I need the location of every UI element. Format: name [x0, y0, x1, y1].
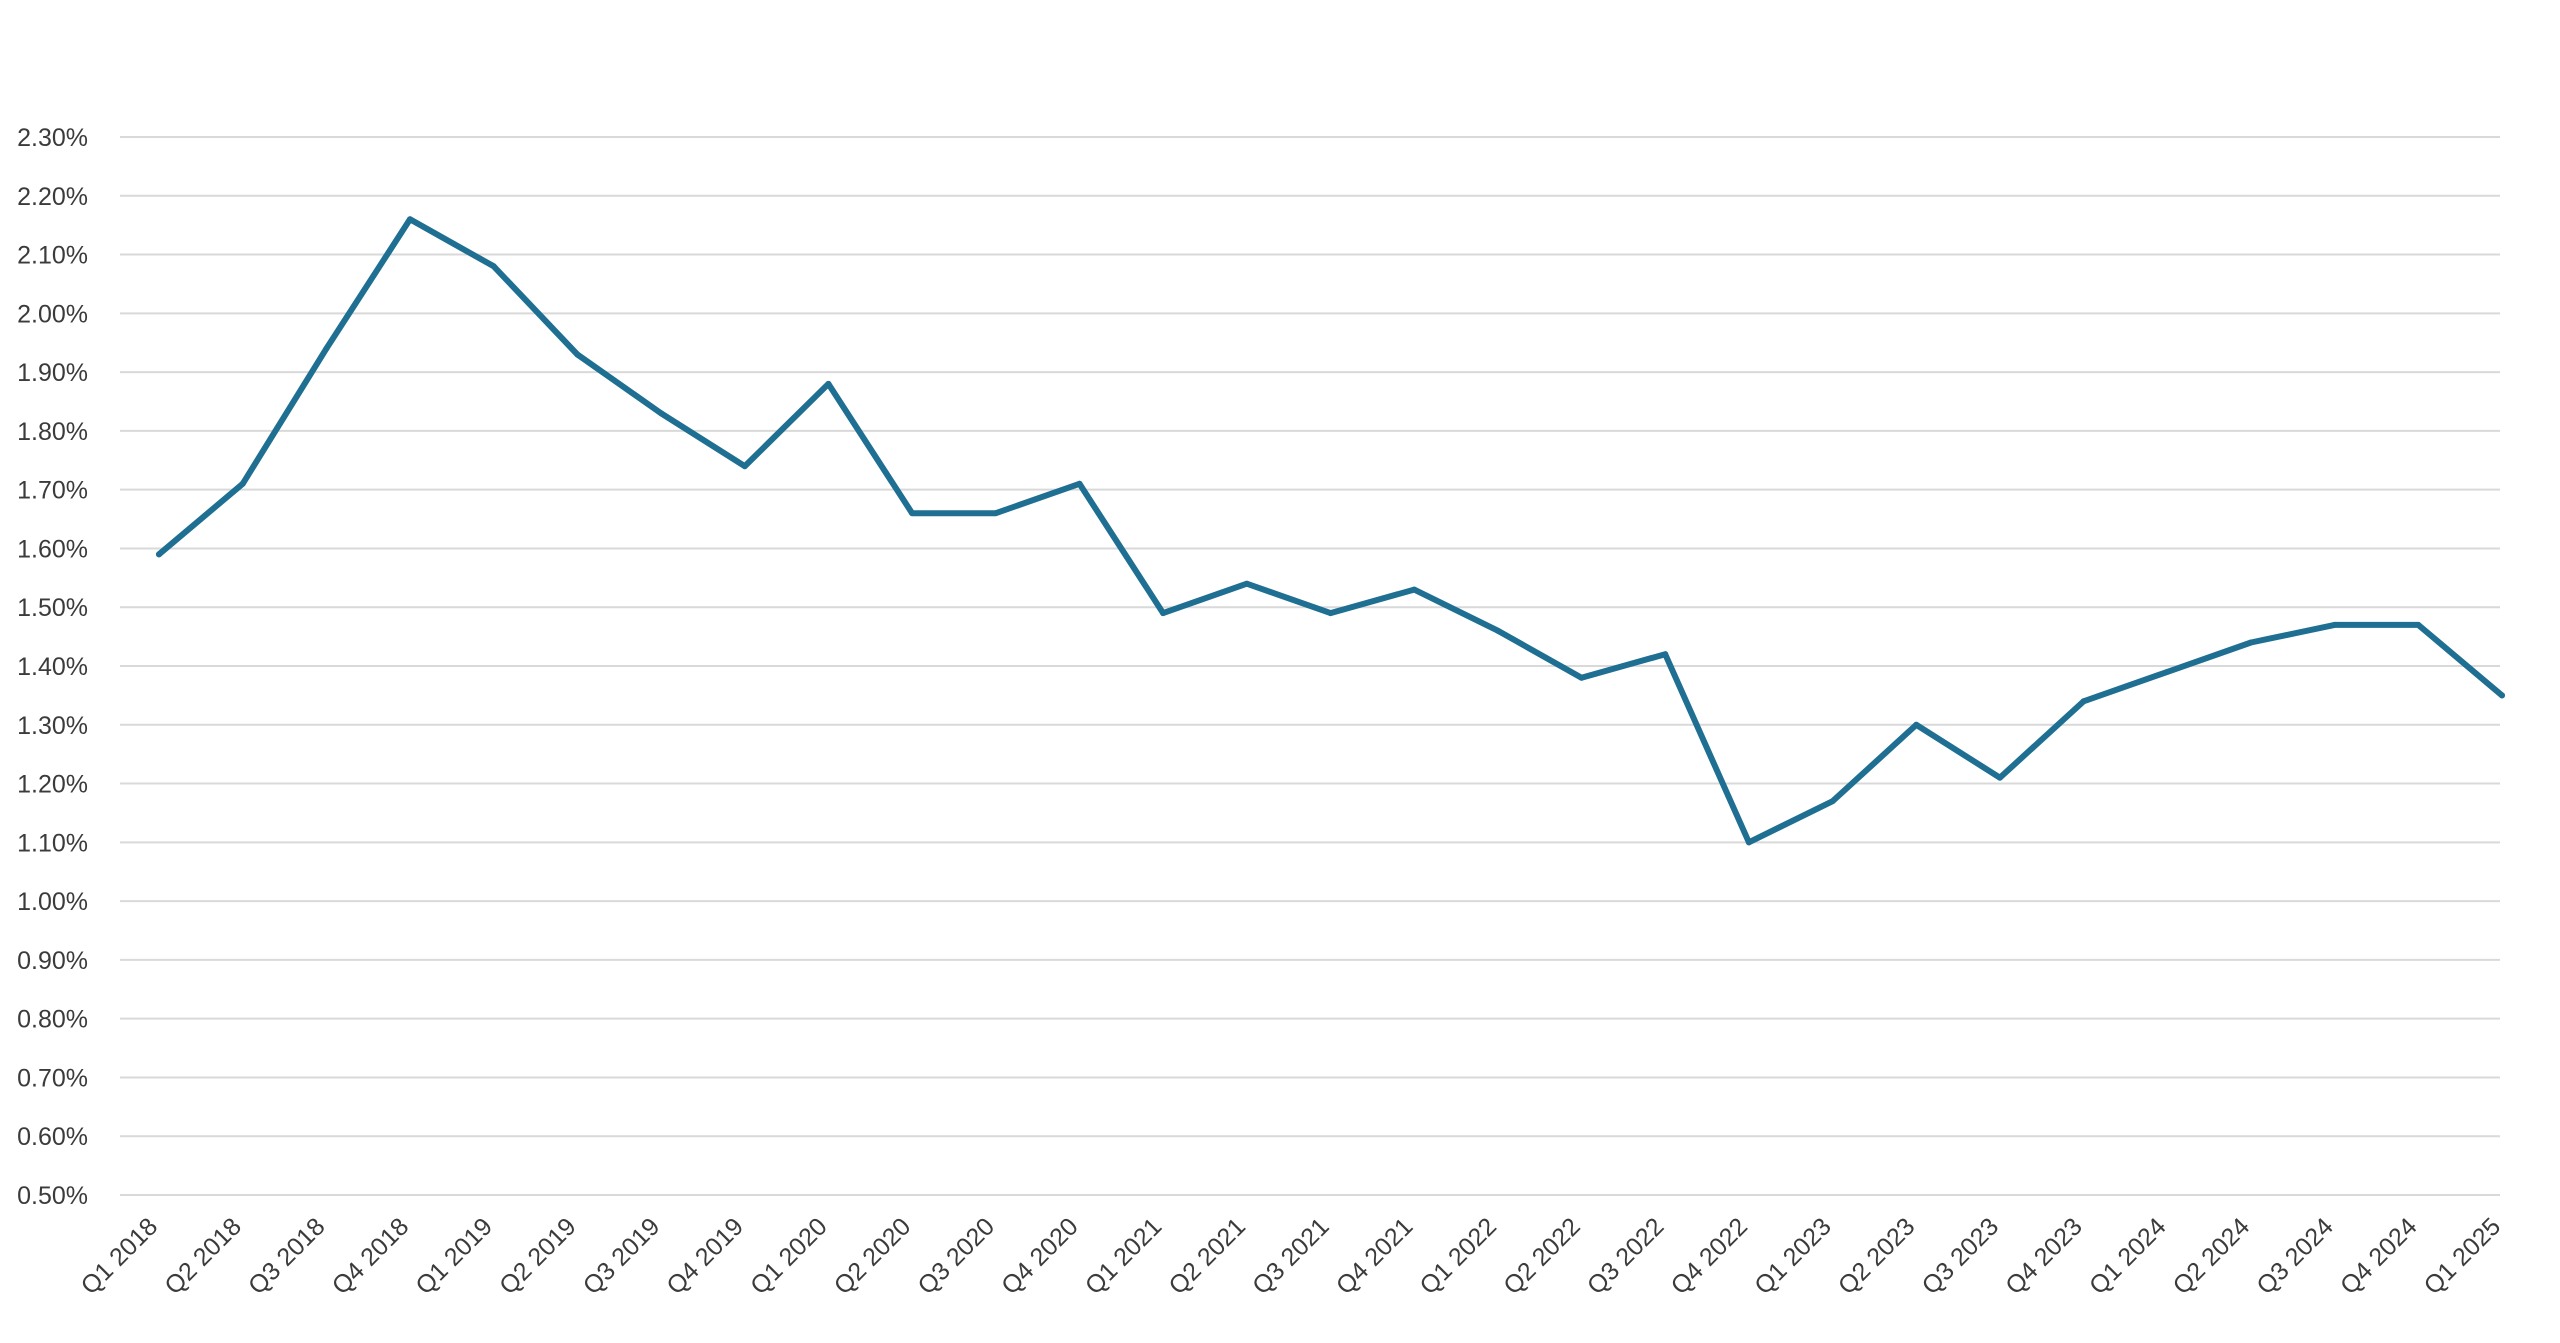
- y-tick-label: 1.10%: [17, 829, 88, 857]
- data-point: [1411, 586, 1418, 593]
- data-point: [2164, 668, 2171, 675]
- data-point: [2331, 621, 2338, 628]
- x-tick-label: Q3 2023: [1917, 1212, 2005, 1300]
- data-point: [1494, 627, 1501, 634]
- x-tick-label: Q2 2020: [829, 1212, 917, 1300]
- gridlines: [120, 136, 2500, 1196]
- data-point: [2247, 639, 2254, 646]
- x-tick-label: Q1 2020: [745, 1212, 833, 1300]
- data-point: [1913, 721, 1920, 728]
- x-tick-label: Q4 2022: [1666, 1212, 1754, 1300]
- x-tick-label: Q3 2019: [578, 1212, 666, 1300]
- data-point: [156, 551, 162, 558]
- y-tick-label: 0.50%: [17, 1182, 88, 1210]
- data-point: [407, 216, 414, 223]
- y-tick-label: 2.30%: [17, 124, 88, 152]
- y-tick-label: 2.10%: [17, 242, 88, 270]
- data-point: [2499, 692, 2505, 699]
- data-point: [1578, 674, 1585, 681]
- y-tick-label: 1.00%: [17, 888, 88, 916]
- y-tick-label: 1.80%: [17, 418, 88, 446]
- series-layer: [156, 216, 2505, 846]
- y-tick-label: 0.60%: [17, 1123, 88, 1151]
- y-tick-label: 1.30%: [17, 712, 88, 740]
- x-tick-label: Q3 2020: [912, 1212, 1000, 1300]
- data-point: [2080, 698, 2087, 705]
- x-tick-label: Q1 2021: [1080, 1212, 1168, 1300]
- x-tick-label: Q4 2018: [327, 1212, 415, 1300]
- y-tick-label: 2.20%: [17, 183, 88, 211]
- data-point: [1243, 580, 1250, 587]
- x-tick-label: Q1 2024: [2084, 1212, 2172, 1300]
- data-point: [323, 345, 330, 352]
- x-tick-label: Q3 2021: [1247, 1212, 1335, 1300]
- data-point: [1996, 774, 2003, 781]
- x-tick-label: Q4 2023: [2000, 1212, 2088, 1300]
- data-point: [825, 380, 832, 387]
- y-tick-label: 1.70%: [17, 477, 88, 505]
- x-tick-label: Q4 2021: [1331, 1212, 1419, 1300]
- data-point: [658, 410, 665, 417]
- x-tick-label: Q1 2018: [76, 1212, 164, 1300]
- y-tick-label: 1.50%: [17, 594, 88, 622]
- y-tick-label: 1.40%: [17, 653, 88, 681]
- y-tick-label: 2.00%: [17, 300, 88, 328]
- x-tick-label: Q3 2024: [2251, 1212, 2339, 1300]
- x-tick-label: Q2 2018: [159, 1212, 247, 1300]
- x-tick-label: Q2 2024: [2168, 1212, 2256, 1300]
- data-point: [490, 263, 497, 270]
- x-tick-label: Q2 2019: [494, 1212, 582, 1300]
- x-tick-label: Q4 2020: [996, 1212, 1084, 1300]
- data-point: [1745, 839, 1752, 846]
- x-tick-label: Q3 2022: [1582, 1212, 1670, 1300]
- data-point: [1076, 480, 1083, 487]
- y-tick-label: 1.60%: [17, 535, 88, 563]
- x-tick-label: Q2 2022: [1498, 1212, 1586, 1300]
- x-tick-label: Q3 2018: [243, 1212, 331, 1300]
- x-tick-label: Q1 2019: [410, 1212, 498, 1300]
- x-tick-label: Q1 2022: [1414, 1212, 1502, 1300]
- data-point: [909, 510, 916, 517]
- y-tick-label: 0.70%: [17, 1064, 88, 1092]
- data-point: [1160, 610, 1167, 617]
- x-tick-label: Q1 2025: [2419, 1212, 2507, 1300]
- y-tick-label: 1.20%: [17, 771, 88, 799]
- x-tick-label: Q4 2019: [661, 1212, 749, 1300]
- data-point: [741, 463, 748, 470]
- data-point: [574, 351, 581, 358]
- x-tick-label: Q4 2024: [2335, 1212, 2423, 1300]
- data-point: [1327, 610, 1334, 617]
- y-tick-label: 0.90%: [17, 947, 88, 975]
- data-point: [2415, 621, 2422, 628]
- x-tick-label: Q2 2021: [1163, 1212, 1251, 1300]
- y-tick-label: 0.80%: [17, 1006, 88, 1034]
- data-point: [239, 480, 246, 487]
- data-point: [992, 510, 999, 517]
- data-point: [1662, 651, 1669, 658]
- y-axis-tick-labels: 0.50% 0.60% 0.70% 0.80% 0.90% 1.00% 1.10% 1.20%…: [17, 124, 88, 1210]
- x-tick-label: Q1 2023: [1749, 1212, 1837, 1300]
- y-tick-label: 1.90%: [17, 359, 88, 387]
- data-point: [1829, 798, 1836, 805]
- x-tick-label: Q2 2023: [1833, 1212, 1921, 1300]
